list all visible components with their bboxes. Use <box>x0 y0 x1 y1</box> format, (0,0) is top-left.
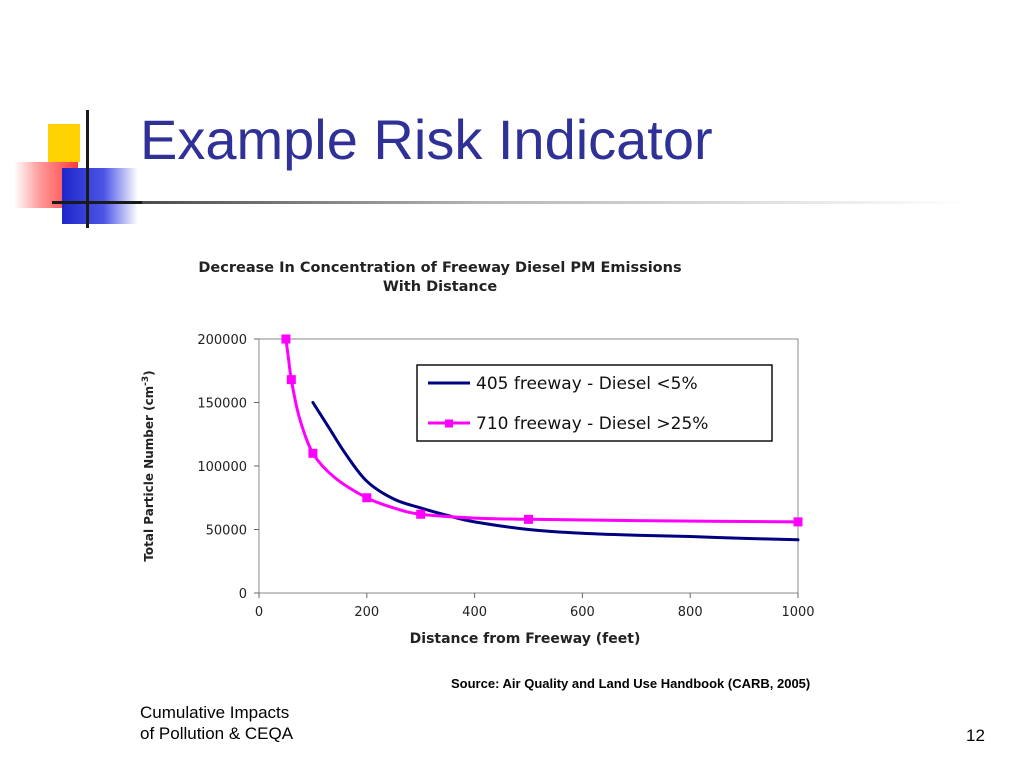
line-chart: Decrease In Concentration of Freeway Die… <box>141 260 815 647</box>
footer-line-1: Cumulative Impacts <box>140 703 290 722</box>
series-1-point <box>416 509 426 519</box>
x-tick-label: 400 <box>462 605 487 620</box>
legend-box <box>416 364 773 442</box>
source-citation: Source: Air Quality and Land Use Handboo… <box>451 676 811 691</box>
y-tick-label: 50000 <box>206 524 247 539</box>
series-1-point <box>281 334 291 344</box>
accent-vertical-line <box>86 110 89 228</box>
series-1-point <box>308 448 318 458</box>
series-1-point <box>362 493 372 503</box>
series-1-point <box>524 514 533 524</box>
series-1-point <box>793 517 803 527</box>
y-tick-label: 0 <box>239 587 247 602</box>
x-tick-label: 800 <box>678 605 703 620</box>
y-axis-label-end: ) <box>142 370 156 375</box>
footer-line-2: of Pollution & CEQA <box>140 724 294 744</box>
slide-title: Example Risk Indicator <box>140 108 713 171</box>
accent-horizontal-line <box>52 201 142 204</box>
y-tick-label: 200000 <box>197 333 247 348</box>
chart-figure: Decrease In Concentration of Freeway Die… <box>130 250 820 660</box>
y-axis-label: Total Particle Number (cm-3) <box>141 370 156 561</box>
chart-title-line1: Decrease In Concentration of Freeway Die… <box>198 260 681 276</box>
chart-title-line2: With Distance <box>383 279 498 295</box>
series-layer <box>281 334 803 542</box>
legend-label-710: 710 freeway - Diesel >25% <box>476 414 708 434</box>
y-tick-label: 100000 <box>197 460 247 475</box>
y-axis-label-sup: -3 <box>141 376 151 386</box>
series-1-point <box>286 375 296 385</box>
x-tick-label: 1000 <box>781 605 814 620</box>
legend-marker-710 <box>445 419 453 428</box>
y-axis-label-main: Total Particle Number (cm <box>142 386 156 562</box>
x-axis: 0 200 400 600 800 1000 <box>255 593 815 620</box>
page-number: 12 <box>966 726 985 745</box>
accent-yellow-square <box>48 124 80 162</box>
footer-text: Cumulative Impacts of Pollution & CEQA <box>140 702 293 745</box>
y-tick-label: 150000 <box>197 397 247 412</box>
legend: 405 freeway - Diesel <5% 710 freeway - D… <box>416 364 773 442</box>
x-tick-label: 600 <box>570 605 595 620</box>
y-axis: 0 50000 100000 150000 200000 <box>197 333 259 602</box>
accent-blue-square <box>62 168 138 224</box>
legend-label-405: 405 freeway - Diesel <5% <box>476 374 698 394</box>
x-axis-label: Distance from Freeway (feet) <box>410 631 641 647</box>
title-underline <box>88 201 968 204</box>
x-tick-label: 200 <box>354 605 379 620</box>
x-tick-label: 0 <box>255 605 263 620</box>
